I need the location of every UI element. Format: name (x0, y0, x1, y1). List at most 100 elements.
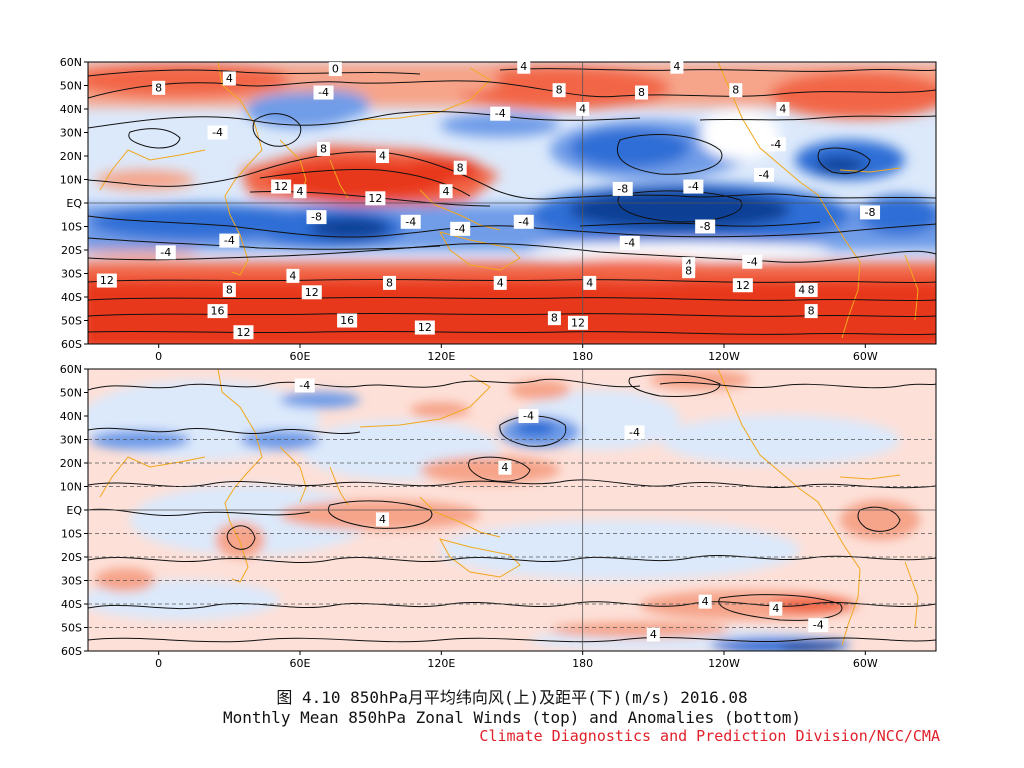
lon-tick-label: 120E (427, 350, 455, 363)
lat-tick-label: 40N (60, 103, 82, 116)
lon-tick-label: 0 (155, 350, 162, 363)
contour-label: 16 (207, 304, 228, 319)
gridlines-bottom (88, 369, 936, 651)
svg-text:8: 8 (226, 283, 233, 296)
contour-label: 8 (729, 83, 743, 98)
lat-tick-label: 10N (60, 481, 82, 494)
svg-text:4: 4 (586, 276, 593, 289)
contour-label: 4 (493, 275, 507, 290)
lat-tick-label: 30N (60, 127, 82, 140)
contour-label: 8 (552, 83, 566, 98)
contour-label: -4 (207, 125, 228, 140)
contour-label: -4 (624, 425, 645, 440)
lon-tick-label: 180 (572, 350, 593, 363)
svg-text:-4: -4 (747, 255, 758, 268)
lat-tick-label: 60S (61, 338, 82, 351)
svg-text:-4: -4 (455, 222, 466, 235)
svg-text:8: 8 (320, 142, 327, 155)
svg-text:-4: -4 (495, 107, 506, 120)
lat-tick-label: 50N (60, 80, 82, 93)
svg-text:4: 4 (673, 60, 680, 73)
contour-label: -4 (518, 409, 539, 423)
svg-text:-4: -4 (318, 86, 329, 99)
svg-text:16: 16 (211, 305, 225, 318)
lat-tick-label: 10S (61, 221, 82, 234)
lat-tick-label: 40N (60, 410, 82, 423)
svg-text:8: 8 (457, 161, 464, 174)
svg-text:12: 12 (305, 286, 319, 299)
contour-label: -8 (306, 210, 327, 225)
contour-label: -4 (294, 378, 315, 393)
svg-text:4: 4 (772, 602, 779, 615)
contour-label: 4 (293, 184, 307, 199)
svg-text:12: 12 (571, 316, 585, 329)
contour-label: 12 (567, 315, 588, 330)
contour-label: -4 (683, 179, 704, 194)
svg-text:4: 4 (379, 513, 386, 526)
svg-text:-8: -8 (865, 206, 876, 219)
lon-tick-label: 60W (853, 350, 878, 363)
lat-tick-label: 30S (61, 575, 82, 588)
lat-axis-bottom: 60N 50N 40N 30N 20N 10N EQ 10S 20S 30S 40S 50S 60S (60, 363, 88, 658)
svg-text:8: 8 (551, 312, 558, 325)
contour-label: 4 (375, 149, 389, 163)
svg-text:4: 4 (650, 628, 657, 641)
lat-tick-label: 20N (60, 457, 82, 470)
contour-label: 8 (152, 80, 166, 95)
contour-label: 12 (365, 191, 386, 206)
lat-tick-label: 60N (60, 363, 82, 376)
contour-label: 8 (547, 311, 561, 326)
svg-text:-4: -4 (813, 619, 824, 632)
svg-text:4: 4 (685, 258, 692, 271)
contour-label: 4 (286, 268, 300, 283)
contour-label: 8 (804, 304, 818, 319)
svg-text:4: 4 (702, 595, 709, 608)
svg-text:-4: -4 (523, 410, 534, 423)
contour-label: -4 (155, 245, 176, 260)
svg-text:4: 4 (379, 150, 386, 163)
contour-label: -4 (219, 233, 240, 248)
contour-label: 4 (670, 59, 684, 74)
lat-tick-label: EQ (66, 504, 82, 517)
contour-label: 0 (328, 62, 342, 77)
lat-tick-label: 20S (61, 244, 82, 257)
svg-text:-4: -4 (770, 138, 781, 151)
svg-text:0: 0 (332, 63, 339, 76)
contour-labels-bottom: -4 -4 -4 4 4 4 4 -4 4 (294, 378, 829, 642)
svg-text:16: 16 (340, 314, 354, 327)
coastlines-top (99, 62, 919, 339)
svg-text:-4: -4 (212, 126, 223, 139)
svg-text:8: 8 (638, 86, 645, 99)
svg-text:-4: -4 (299, 379, 310, 392)
contour-label: -4 (754, 167, 775, 182)
contour-label: -4 (742, 254, 763, 269)
svg-text:-8: -8 (311, 211, 322, 224)
contour-label: 12 (732, 278, 753, 293)
contour-label: -4 (513, 214, 534, 229)
contour-label: 4 (776, 102, 790, 116)
lon-axis-top: 0 60E 120E 180 120W 60W (155, 344, 878, 363)
svg-text:4: 4 (579, 103, 586, 116)
contour-label: 4 (576, 102, 590, 116)
svg-text:8: 8 (808, 283, 815, 296)
contour-label: 4 (498, 460, 512, 475)
lat-tick-label: 40S (61, 291, 82, 304)
coastlines-bottom (99, 369, 919, 646)
lon-tick-label: 180 (572, 657, 593, 670)
contour-label: 4 (698, 594, 712, 609)
svg-text:12: 12 (368, 192, 382, 205)
svg-text:8: 8 (556, 84, 563, 97)
svg-text:8: 8 (808, 305, 815, 318)
lon-tick-label: 120E (427, 657, 455, 670)
svg-text:-4: -4 (759, 168, 770, 181)
contour-label: 8 (383, 275, 397, 290)
contour-label: 4 (646, 627, 660, 642)
svg-text:8: 8 (155, 81, 162, 94)
lat-tick-label: 20N (60, 150, 82, 163)
contour-label: 8 (804, 282, 818, 297)
contour-label: 4 (439, 184, 453, 199)
contour-label: -4 (808, 618, 829, 633)
lat-tick-label: 40S (61, 598, 82, 611)
